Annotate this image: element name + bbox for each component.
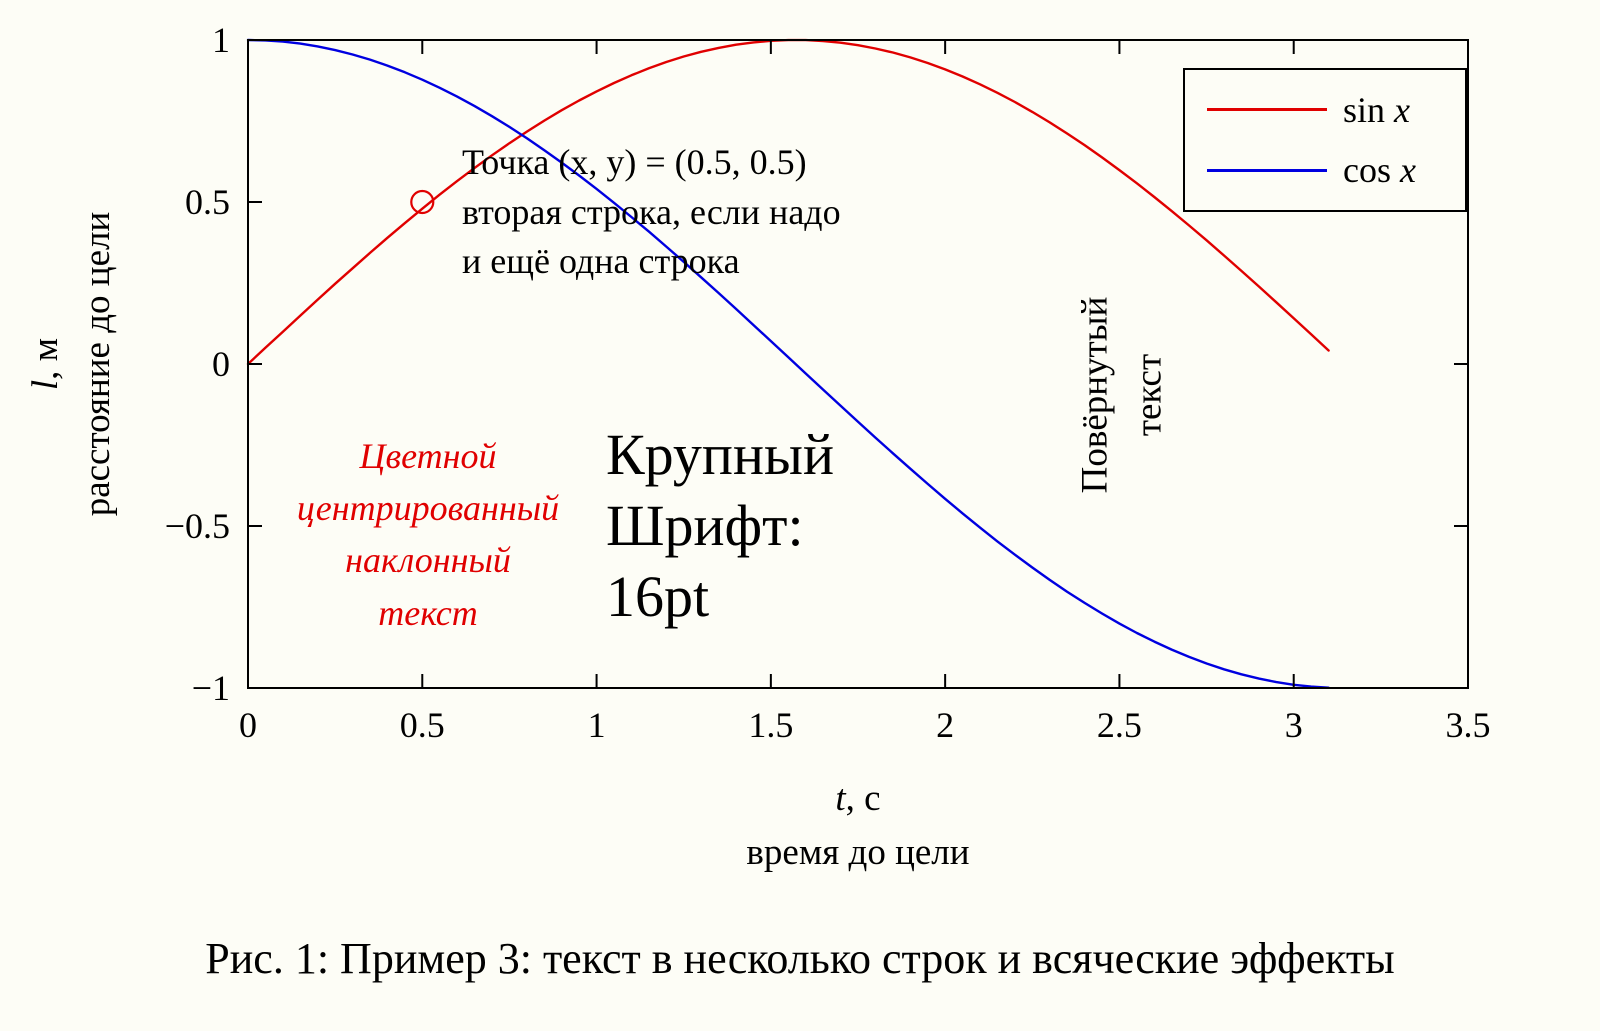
legend-label-sin: sin x xyxy=(1343,89,1410,131)
point-marker xyxy=(410,189,435,215)
x-axis-label: t, с время до цели xyxy=(746,772,969,879)
big-font-annotation: Крупный Шрифт: 16pt xyxy=(606,422,835,629)
x-axis-unit: , с xyxy=(845,778,881,819)
x-tick-label: 2.5 xyxy=(1096,705,1142,745)
legend-sin-arg: x xyxy=(1394,89,1410,130)
legend: sin x cos x xyxy=(1183,68,1467,212)
y-axis-symbol-var: l xyxy=(25,379,67,391)
legend-entry-sin: sin x xyxy=(1185,89,1465,131)
x-tick-label: 0 xyxy=(239,705,257,745)
y-tick-label: 0.5 xyxy=(185,182,230,222)
x-tick-label: 2 xyxy=(936,705,955,745)
x-tick-label: 3.5 xyxy=(1445,705,1491,745)
y-axis-unit: , м xyxy=(25,337,67,380)
y-tick-label: −0.5 xyxy=(164,506,230,546)
x-tick-label: 1 xyxy=(587,705,606,745)
figure-caption: Рис. 1: Пример 3: текст в несколько стро… xyxy=(205,934,1395,983)
y-axis-label: l, м расстояние до цели xyxy=(20,212,124,517)
legend-entry-cos: cos x xyxy=(1185,149,1465,191)
rotated-text-annotation: Повёрнутый текст xyxy=(1074,296,1169,494)
y-tick-label: −1 xyxy=(191,668,230,708)
sin-line-sample xyxy=(1207,108,1327,112)
curve-cos-x xyxy=(246,38,1330,689)
x-axis-symbol-var: t xyxy=(835,778,846,819)
legend-label-cos: cos x xyxy=(1343,149,1416,191)
legend-cos-func: cos xyxy=(1343,150,1391,191)
y-axis-symbol: l, м xyxy=(20,212,72,517)
legend-sin-func: sin xyxy=(1343,89,1386,130)
x-tick-label: 3 xyxy=(1284,705,1303,745)
y-tick-label: 0 xyxy=(212,344,230,384)
y-axis-description: расстояние до цели xyxy=(77,211,118,517)
x-axis-symbol: t, с xyxy=(746,772,969,826)
x-axis-description: время до цели xyxy=(746,831,970,873)
colored-text-annotation: Цветной центрированный наклонный текст xyxy=(296,436,560,633)
x-tick-label: 0.5 xyxy=(399,705,445,745)
point-annotation-text: Точка (x, y) = (0.5, 0.5) вторая строка,… xyxy=(462,142,841,282)
legend-cos-arg: x xyxy=(1400,150,1416,191)
cos-line-sample xyxy=(1207,168,1327,172)
y-tick-label: 1 xyxy=(212,20,230,60)
x-tick-label: 1.5 xyxy=(748,705,794,745)
